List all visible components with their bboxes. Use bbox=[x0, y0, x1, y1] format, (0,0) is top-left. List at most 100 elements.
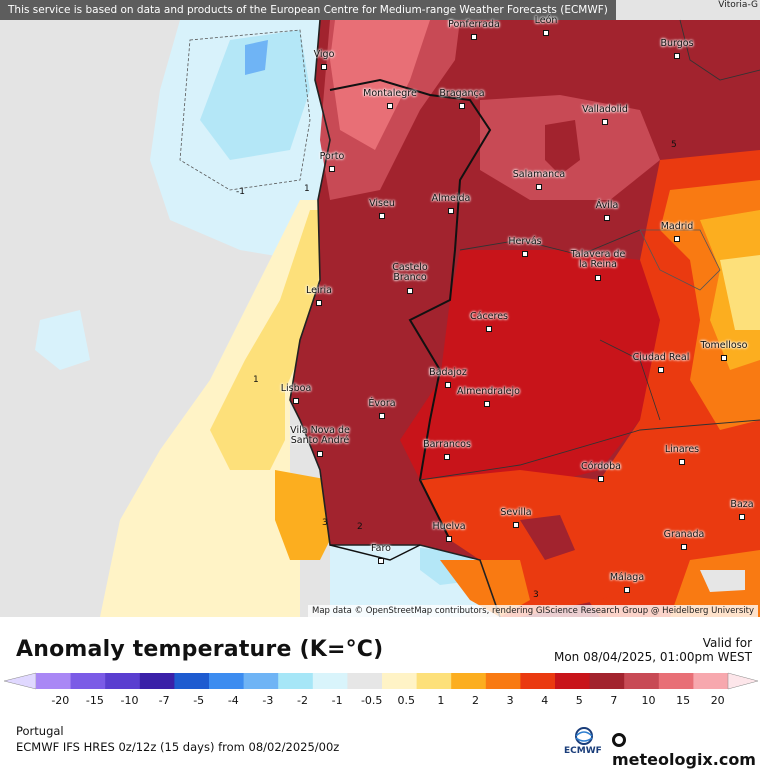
colorbar-tick-label: -2 bbox=[297, 694, 308, 707]
city-label[interactable]: Faro bbox=[371, 543, 391, 554]
city-label[interactable]: Vila Nova de Santo André bbox=[290, 425, 350, 446]
colorbar-tick-label: -5 bbox=[193, 694, 205, 707]
colorbar-swatch bbox=[382, 673, 418, 689]
ecmwf-globe-icon bbox=[575, 727, 593, 745]
city-label[interactable]: Porto bbox=[319, 151, 345, 162]
map-canvas bbox=[0, 0, 760, 617]
contour-label: 1 bbox=[253, 375, 259, 385]
contour-label: 5 bbox=[671, 140, 677, 150]
meteologix-brand[interactable]: meteologix.com bbox=[612, 731, 760, 769]
city-label[interactable]: Évora bbox=[368, 398, 396, 409]
city-label[interactable]: Ponferrada bbox=[448, 19, 500, 30]
city-label[interactable]: Viseu bbox=[369, 198, 395, 209]
ecmwf-logo-text: ECMWF bbox=[564, 746, 602, 756]
contour-label: 2 bbox=[357, 522, 363, 532]
city-label[interactable]: Valladolid bbox=[582, 104, 628, 115]
meteologix-logo-icon bbox=[612, 733, 626, 747]
colorbar-swatch bbox=[312, 673, 348, 689]
city-label[interactable]: Córdoba bbox=[581, 461, 621, 472]
colorbar-swatch bbox=[139, 673, 175, 689]
city-label[interactable]: Ávila bbox=[595, 200, 619, 211]
colorbar-swatch bbox=[70, 673, 106, 689]
city-label[interactable]: Huelva bbox=[432, 521, 466, 532]
colorbar-tick-label: -3 bbox=[262, 694, 274, 707]
colorbar-tick-label: -0.5 bbox=[360, 694, 383, 707]
colorbar-swatch bbox=[174, 673, 210, 689]
city-label[interactable]: Málaga bbox=[609, 572, 645, 583]
city-label[interactable]: Vigo bbox=[313, 49, 335, 60]
colorbar-swatch bbox=[451, 673, 487, 689]
city-label[interactable]: Granada bbox=[663, 529, 705, 540]
colorbar-swatch bbox=[278, 673, 314, 689]
city-label[interactable]: Linares bbox=[664, 444, 700, 455]
city-label[interactable]: Burgos bbox=[660, 38, 694, 49]
colorbar-tick-label: 4 bbox=[541, 694, 549, 707]
city-label[interactable]: Leiria bbox=[306, 285, 332, 296]
city-label[interactable]: Almeida bbox=[431, 193, 471, 204]
city-label[interactable]: Talavera de la Reina bbox=[570, 249, 626, 270]
city-label[interactable]: León bbox=[534, 15, 558, 26]
map-attribution[interactable]: Map data © OpenStreetMap contributors, r… bbox=[308, 605, 758, 617]
contour-label: 3 bbox=[533, 590, 539, 600]
colorbar-tick-label: 7 bbox=[610, 694, 618, 707]
chart-title: Anomaly temperature (K=°C) bbox=[16, 637, 384, 662]
colorbar-swatch bbox=[243, 673, 279, 689]
contour-label: 1 bbox=[304, 184, 310, 194]
colorbar-tick-label: 3 bbox=[506, 694, 514, 707]
colorbar-swatch bbox=[416, 673, 452, 689]
city-label[interactable]: Tomelloso bbox=[700, 340, 748, 351]
colorbar-tick-label: -7 bbox=[158, 694, 170, 707]
city-label[interactable]: Sevilla bbox=[500, 507, 532, 518]
colorbar-tick-label: -20 bbox=[51, 694, 70, 707]
colorbar-tick-label: -10 bbox=[120, 694, 139, 707]
colorbar-swatch bbox=[589, 673, 625, 689]
colorbar-tick-label: 0.5 bbox=[397, 694, 416, 707]
city-label[interactable]: Cáceres bbox=[469, 311, 508, 322]
city-label[interactable]: Lisboa bbox=[280, 383, 312, 394]
colorbar-swatch bbox=[105, 673, 141, 689]
colorbar-tick-label: 15 bbox=[676, 694, 691, 707]
city-label[interactable]: Barrancos bbox=[423, 439, 471, 450]
colorbar-swatch bbox=[624, 673, 660, 689]
valid-for-label: Valid for bbox=[702, 636, 752, 650]
city-label[interactable]: Castelo Branco bbox=[392, 262, 428, 283]
colorbar-tick-label: 1 bbox=[437, 694, 445, 707]
region-label[interactable]: Portugal bbox=[16, 724, 64, 738]
colorbar-swatch bbox=[347, 673, 383, 689]
city-label[interactable]: Salamanca bbox=[512, 169, 566, 180]
model-info[interactable]: ECMWF IFS HRES 0z/12z (15 days) from 08/… bbox=[16, 740, 340, 754]
colorbar-tick-label: 10 bbox=[641, 694, 656, 707]
contour-label: 3 bbox=[322, 518, 328, 528]
temperature-anomaly-map[interactable]: This service is based on data and produc… bbox=[0, 0, 760, 617]
valid-time[interactable]: Mon 08/04/2025, 01:00pm WEST bbox=[553, 650, 752, 664]
city-label[interactable]: Almendralejo bbox=[457, 386, 520, 397]
colorbar-high-arrow bbox=[727, 672, 759, 690]
colorbar-swatch bbox=[658, 673, 694, 689]
city-label[interactable]: Hervás bbox=[508, 236, 542, 247]
colorbar-ticks: -20 -15 -10 -7 -5 -4 -3 -2 -1 -0.5 0.5 1 2 3 4 5 7 10 15 20 bbox=[0, 694, 760, 708]
ecmwf-logo[interactable]: ECMWF bbox=[560, 726, 608, 758]
colorbar-tick-label: 5 bbox=[575, 694, 583, 707]
city-label[interactable]: Baza bbox=[730, 499, 754, 510]
colorbar-tick-label: 2 bbox=[472, 694, 479, 707]
colorbar-tick-label: 20 bbox=[710, 694, 725, 707]
colorbar-swatch bbox=[209, 673, 245, 689]
map-corner-label: Vitoria-G bbox=[718, 0, 758, 10]
colorbar bbox=[3, 672, 759, 690]
colorbar-tick-label: -1 bbox=[331, 694, 343, 707]
colorbar-swatch bbox=[36, 673, 72, 689]
colorbar-swatch bbox=[485, 673, 521, 689]
city-label[interactable]: Badajoz bbox=[429, 367, 467, 378]
city-label[interactable]: Bragança bbox=[439, 88, 485, 99]
contour-label: -1 bbox=[236, 187, 245, 197]
colorbar-swatch bbox=[693, 673, 729, 689]
city-label[interactable]: Montalegre bbox=[363, 88, 417, 99]
colorbar-swatch bbox=[520, 673, 556, 689]
colorbar-tick-label: -15 bbox=[85, 694, 104, 707]
colorbar-swatch bbox=[555, 673, 591, 689]
city-label[interactable]: Madrid bbox=[660, 221, 694, 232]
city-label[interactable]: Ciudad Real bbox=[632, 352, 690, 363]
colorbar-low-arrow bbox=[3, 672, 37, 690]
colorbar-tick-label: -4 bbox=[227, 694, 239, 707]
ecmwf-notice: This service is based on data and produc… bbox=[0, 0, 616, 20]
